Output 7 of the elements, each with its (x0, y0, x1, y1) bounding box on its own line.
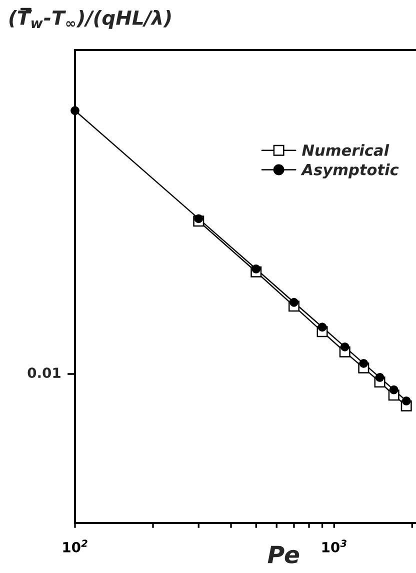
x-axis-title: Pe (268, 546, 300, 564)
text: 0.01 (28, 368, 60, 378)
legend-label: Numerical (302, 144, 390, 156)
x-tick-label: 10$^{3}$ (322, 540, 346, 552)
y-axis-title: (T̄$_{w}$-T$_{∞}$)/(qHL/λ) (10, 10, 171, 29)
x-tick-label: 10$^{2}$ (63, 540, 88, 552)
legend-label: Asymptotic (300, 164, 399, 178)
